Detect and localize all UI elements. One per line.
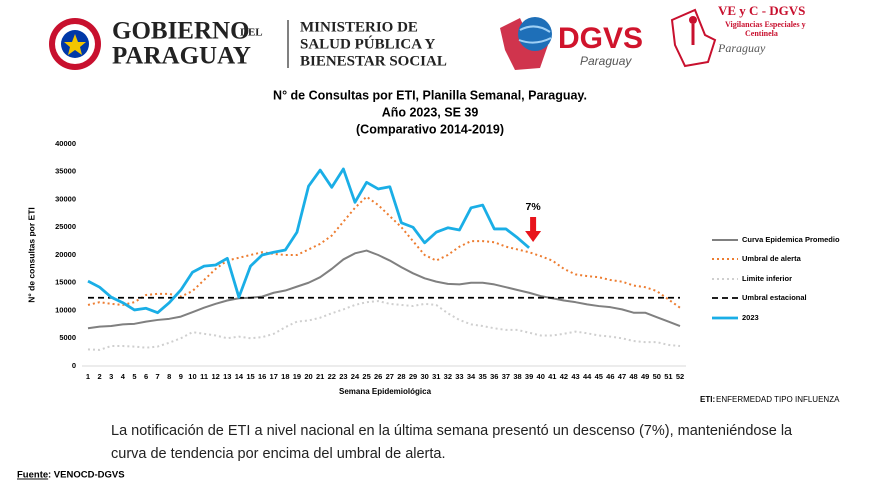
x-tick-label: 47 [618, 372, 626, 381]
x-tick-label: 12 [212, 372, 220, 381]
dgvs-logo [500, 17, 552, 70]
y-tick-label: 0 [72, 361, 76, 370]
x-tick-label: 24 [351, 372, 360, 381]
x-tick-label: 8 [167, 372, 171, 381]
ministry-line: BIENESTAR SOCIAL [300, 53, 447, 69]
x-tick-label: 43 [571, 372, 579, 381]
x-tick-label: 38 [513, 372, 521, 381]
x-tick-label: 19 [293, 372, 301, 381]
vec-sub: Centinela [745, 29, 778, 38]
ministry-line: MINISTERIO DE [300, 19, 418, 35]
x-tick-label: 31 [432, 372, 440, 381]
x-tick-label: 40 [537, 372, 545, 381]
x-tick-label: 5 [132, 372, 136, 381]
x-tick-label: 16 [258, 372, 266, 381]
chart-subtitle: (Comparativo 2014-2019) [356, 122, 504, 136]
x-tick-label: 21 [316, 372, 324, 381]
x-tick-label: 14 [235, 372, 244, 381]
legend-label: Curva Epidemica Promedio [742, 235, 840, 244]
x-tick-label: 51 [664, 372, 672, 381]
series-line [87, 249, 681, 330]
x-tick-label: 52 [676, 372, 684, 381]
x-tick-label: 37 [502, 372, 510, 381]
eti-text: ENFERMEDAD TIPO INFLUENZA [716, 395, 840, 404]
x-tick-label: 29 [409, 372, 417, 381]
x-tick-label: 17 [270, 372, 278, 381]
x-tick-label: 41 [548, 372, 556, 381]
y-tick-label: 20000 [55, 250, 76, 259]
legend-label: Umbral estacional [742, 293, 807, 302]
annotation-label: 7% [526, 201, 542, 213]
x-tick-label: 35 [478, 372, 486, 381]
x-tick-label: 28 [397, 372, 405, 381]
legend-label: 2023 [742, 313, 759, 322]
gov-title: PARAGUAY [112, 43, 251, 70]
x-tick-label: 46 [606, 372, 614, 381]
vec-sub: Vigilancias Especiales y [725, 20, 806, 29]
x-tick-label: 18 [281, 372, 289, 381]
x-tick-label: 36 [490, 372, 498, 381]
y-tick-label: 15000 [55, 278, 76, 287]
x-tick-label: 15 [246, 372, 254, 381]
x-tick-label: 11 [200, 372, 208, 381]
y-tick-label: 5000 [59, 333, 76, 342]
x-tick-label: 25 [362, 372, 370, 381]
x-tick-label: 7 [156, 372, 160, 381]
x-tick-label: 1 [86, 372, 90, 381]
x-tick-label: 6 [144, 372, 148, 381]
gov-del: DEL [240, 27, 263, 39]
legend-label: Limite inferior [742, 274, 792, 283]
x-tick-label: 50 [653, 372, 661, 381]
x-tick-label: 20 [304, 372, 312, 381]
gov-title: GOBIERNO [112, 18, 250, 45]
x-tick-label: 4 [121, 372, 126, 381]
x-tick-label: 33 [455, 372, 463, 381]
x-tick-label: 27 [386, 372, 394, 381]
y-tick-label: 40000 [55, 139, 76, 148]
paragraph: La notificación de ETI a nivel nacional … [111, 423, 793, 439]
y-tick-label: 30000 [55, 194, 76, 203]
chart-title: N° de Consultas por ETI, Planilla Semana… [273, 88, 587, 102]
series-line [87, 195, 681, 309]
ministry-line: SALUD PÚBLICA Y [300, 35, 435, 52]
y-tick-label: 25000 [55, 222, 76, 231]
vec-logo [670, 8, 717, 68]
x-tick-label: 39 [525, 372, 533, 381]
x-tick-label: 26 [374, 372, 382, 381]
x-tick-label: 30 [420, 372, 428, 381]
x-tick-label: 13 [223, 372, 231, 381]
x-tick-label: 45 [595, 372, 603, 381]
series-line [87, 167, 531, 315]
x-axis-title: Semana Epidemiológica [339, 387, 432, 396]
dgvs-sub: Paraguay [580, 54, 632, 68]
dgvs-title: DGVS [558, 22, 643, 55]
x-tick-label: 49 [641, 372, 649, 381]
x-tick-label: 48 [629, 372, 637, 381]
vec-title: VE y C - DGVS [718, 3, 805, 18]
x-tick-label: 32 [444, 372, 452, 381]
x-tick-label: 3 [109, 372, 113, 381]
x-tick-label: 22 [328, 372, 336, 381]
y-tick-label: 10000 [55, 305, 76, 314]
source-text: : VENOCD-DGVS [48, 470, 125, 481]
series-line [87, 300, 681, 351]
x-tick-label: 10 [188, 372, 196, 381]
y-axis-title: N° de consultas por ETI [26, 207, 36, 303]
y-tick-label: 35000 [55, 167, 76, 176]
eti-key: ETI: [700, 395, 715, 404]
x-tick-label: 44 [583, 372, 592, 381]
vec-place: Paraguay [717, 41, 766, 55]
x-tick-label: 42 [560, 372, 568, 381]
x-tick-label: 2 [98, 372, 102, 381]
seal-logo [49, 18, 101, 70]
source-key: Fuente [17, 470, 48, 481]
annotation-arrow [525, 217, 542, 242]
legend-label: Umbral de alerta [742, 254, 802, 263]
x-tick-label: 23 [339, 372, 347, 381]
chart-subtitle: Año 2023, SE 39 [382, 105, 479, 119]
x-tick-label: 34 [467, 372, 476, 381]
paragraph: curva de tendencia por encima del umbral… [111, 446, 446, 462]
x-tick-label: 9 [179, 372, 183, 381]
